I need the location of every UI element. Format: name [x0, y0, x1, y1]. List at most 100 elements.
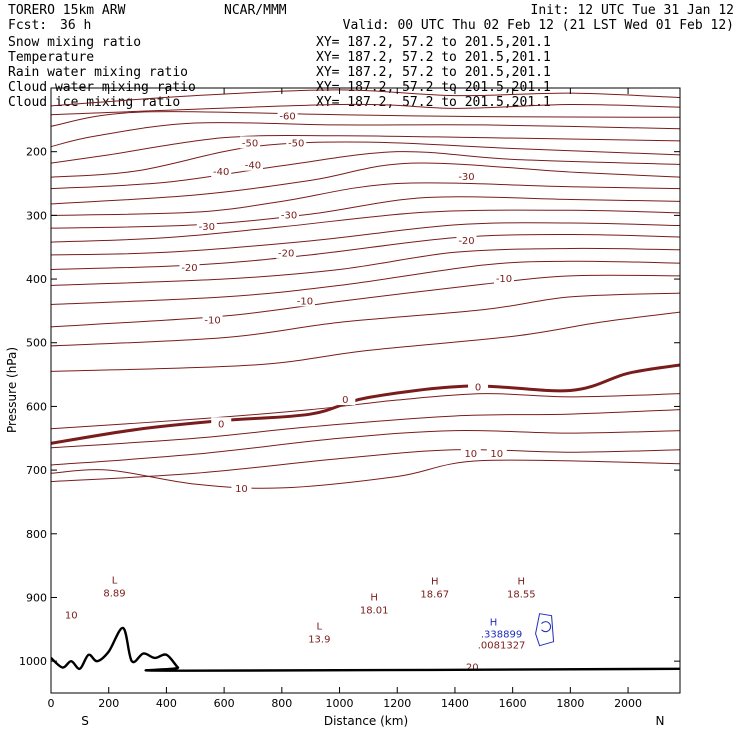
isotherm-line	[51, 162, 680, 205]
contour-label: -20	[181, 263, 197, 274]
org-label: NCAR/MMM	[224, 3, 287, 18]
north-end-label: N	[656, 714, 665, 728]
contour-label-bg	[240, 136, 261, 149]
contour-label: 10	[490, 449, 503, 460]
contour-label-bg	[468, 380, 489, 393]
y-tick-label: 300	[26, 209, 47, 222]
y-tick-label: 800	[26, 528, 47, 541]
x-tick-label: 1000	[326, 697, 354, 710]
cloud-water-contour	[535, 613, 555, 647]
y-tick-label: 900	[26, 591, 47, 604]
x-tick-label: 1200	[383, 697, 411, 710]
y-tick-label: 700	[26, 464, 47, 477]
contour-label-bg	[279, 208, 300, 221]
isotherm-line	[51, 260, 680, 306]
isotherm-line	[51, 449, 680, 483]
extremum-value: 18.55	[507, 590, 536, 601]
isotherm-line	[51, 182, 680, 216]
contour-label: 0	[218, 419, 224, 430]
x-axis: 0 200 400 600 800 1000 1200 1400 1600 1800 2000	[48, 88, 642, 710]
isotherm-line	[51, 196, 680, 229]
model-title: TORERO 15km ARW	[8, 3, 126, 18]
contour-label-bg	[231, 482, 252, 495]
contour-label-bg	[61, 608, 82, 621]
contour-label-bg	[196, 219, 217, 232]
init-time: Init: 12 UTC Tue 31 Jan 12	[531, 3, 735, 18]
field-name: Rain water mixing ratio	[8, 65, 188, 80]
contour-label: -40	[213, 167, 229, 178]
isotherm-line	[51, 122, 680, 148]
isotherm-line	[51, 409, 680, 449]
contour-label: -60	[279, 112, 295, 123]
contour-label: 0	[342, 395, 348, 406]
isotherm-line	[51, 311, 680, 372]
field-name: Temperature	[8, 50, 94, 65]
contour-label: -10	[496, 274, 512, 285]
contour-label: 0	[475, 382, 481, 393]
x-tick-label: 800	[271, 697, 292, 710]
isotherm-line	[51, 135, 680, 164]
extremum-value: 13.9	[308, 634, 330, 645]
isotherm-line	[51, 151, 680, 190]
extremum-value: 18.67	[420, 590, 449, 601]
extremum-marker: H	[431, 577, 439, 588]
contour-label: -50	[242, 138, 258, 149]
cloud-water-marker: H	[490, 618, 498, 629]
isotherm-line	[51, 459, 680, 489]
field-extent: XY= 187.2, 57.2 to 201.5,201.1	[316, 65, 551, 80]
x-tick-label: 2000	[614, 697, 642, 710]
contour-label: -30	[199, 222, 215, 233]
isotherm-line	[51, 274, 680, 328]
contour-label-bg	[456, 233, 477, 246]
x-tick-label: 1400	[441, 697, 469, 710]
contour-label-bg	[486, 447, 507, 460]
contour-label-bg	[277, 109, 298, 122]
extremum-marker: H	[518, 577, 526, 588]
contour-label-bg	[276, 246, 297, 259]
contour-label: -40	[245, 161, 261, 172]
contour-label: -20	[458, 236, 474, 247]
y-tick-label: 200	[26, 146, 47, 159]
contour-label-bg	[493, 272, 514, 285]
isotherm-line	[51, 233, 680, 270]
extremum-marker: L	[317, 621, 323, 632]
contour-label: 10	[464, 449, 477, 460]
isotherm-line	[51, 111, 680, 127]
terrain-profile	[51, 626, 680, 672]
contour-label-bg	[335, 393, 356, 406]
contour-label-bg	[179, 261, 200, 274]
x-tick-label: 400	[156, 697, 177, 710]
contour-label: 20	[466, 663, 479, 674]
isotherm-line	[51, 292, 680, 347]
forecast-hours: 36 h	[60, 18, 91, 33]
y-tick-label: 600	[26, 400, 47, 413]
isotherm-line	[51, 89, 680, 107]
cloud-water-max: .338899	[481, 630, 522, 641]
isotherm-line	[51, 222, 680, 256]
contour-label: 10	[235, 484, 248, 495]
isotherm-line	[51, 393, 680, 430]
forecast-label: Fcst:	[8, 18, 47, 33]
contour-label: -30	[281, 210, 297, 221]
x-tick-label: 0	[48, 697, 55, 710]
isotherm-line	[51, 103, 680, 116]
isotherm-line	[51, 247, 680, 286]
contour-label-bg	[294, 294, 315, 307]
x-tick-label: 200	[98, 697, 119, 710]
terrain-line	[51, 626, 680, 672]
rain-water-max: .0081327	[478, 641, 526, 652]
y-axis-label: Pressure (hPa)	[5, 347, 19, 433]
contour-label: -30	[458, 172, 474, 183]
contour-label-bg	[202, 313, 223, 326]
field-extent: XY= 187.2, 57.2 to 201.5,201.1	[316, 50, 551, 65]
south-end-label: S	[81, 714, 89, 728]
field-name: Snow mixing ratio	[8, 35, 141, 50]
valid-time: Valid: 00 UTC Thu 02 Feb 12 (21 LST Wed …	[343, 18, 734, 33]
contour-label-bg	[211, 417, 232, 430]
extremum-marker: H	[370, 593, 378, 604]
contour-label: -20	[278, 249, 294, 260]
x-tick-label: 1600	[499, 697, 527, 710]
contour-label: -10	[204, 315, 220, 326]
freezing-level-contour	[51, 363, 680, 445]
